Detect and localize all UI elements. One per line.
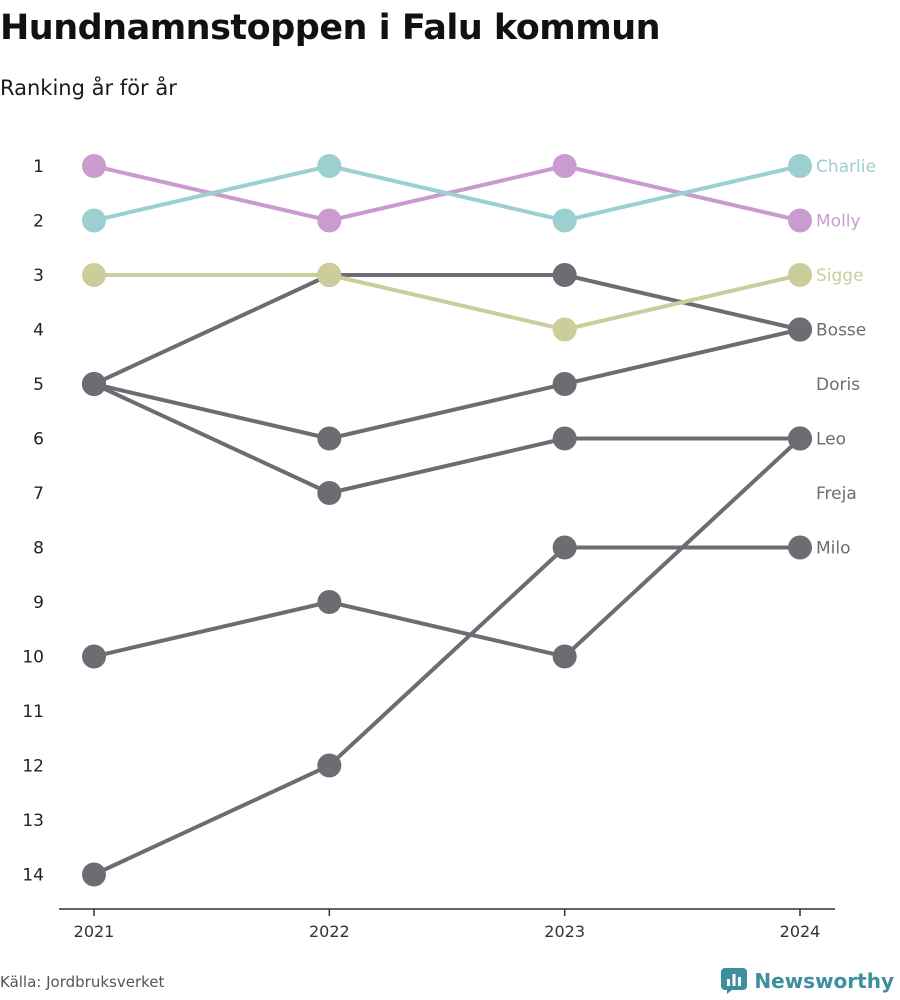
point-sigge-2023 — [552, 317, 577, 342]
point-molly-2023 — [552, 154, 577, 178]
point-bosse-2023 — [552, 263, 577, 287]
end-label-sigge: Sigge — [816, 266, 864, 286]
end-labels: Charlie Molly Sigge Bosse Doris Leo Freja Milo — [816, 157, 876, 559]
point-charlie-2023 — [552, 208, 577, 233]
end-label-doris: Doris — [816, 375, 860, 395]
y-tick-label: 4 — [33, 321, 44, 341]
point-charlie-2021 — [82, 208, 106, 233]
y-tick-label: 3 — [33, 266, 44, 286]
newsworthy-logo-icon — [721, 968, 748, 994]
point-doris-2022 — [317, 426, 342, 451]
point-doris-2023 — [552, 372, 577, 396]
point-freja-2024 — [788, 426, 812, 451]
point-charlie-2024 — [788, 154, 812, 178]
series-line-milo — [92, 545, 802, 877]
brand-name: Newsworthy — [754, 969, 894, 993]
y-tick-label: 1 — [33, 157, 44, 177]
point-freja-2021 — [82, 372, 106, 396]
series-lines — [92, 164, 802, 877]
point-leo-2022 — [317, 590, 342, 614]
y-tick-label: 6 — [33, 430, 44, 450]
x-tick-label: 2021 — [74, 922, 115, 941]
end-label-bosse: Bosse — [816, 321, 866, 341]
point-milo-2023 — [552, 535, 577, 560]
x-tick-label: 2022 — [309, 922, 350, 941]
y-tick-label: 5 — [33, 375, 44, 395]
point-freja-2022 — [317, 481, 342, 505]
point-sigge-2024 — [788, 263, 812, 287]
y-tick-label: 14 — [22, 866, 44, 886]
y-tick-label: 13 — [22, 811, 44, 831]
series-line-bosse — [92, 273, 802, 386]
series-line-freja — [92, 382, 802, 495]
series-line-doris — [92, 327, 802, 441]
y-tick-label: 7 — [33, 484, 44, 504]
series-line-charlie — [92, 164, 802, 223]
x-tick-label: 2024 — [780, 922, 821, 941]
end-label-freja: Freja — [816, 484, 857, 504]
point-milo-2021 — [82, 862, 106, 887]
brand-logo[interactable]: Newsworthy — [721, 968, 894, 994]
point-sigge-2022 — [317, 263, 342, 287]
point-sigge-2021 — [82, 263, 106, 287]
point-milo-2024 — [788, 535, 812, 560]
point-doris-2024 — [788, 317, 812, 342]
y-tick-label: 9 — [33, 593, 44, 613]
end-label-charlie: Charlie — [816, 157, 876, 177]
series-points — [82, 154, 812, 887]
point-leo-2021 — [82, 644, 106, 669]
y-tick-label: 12 — [22, 757, 44, 777]
end-label-leo: Leo — [816, 430, 846, 450]
y-tick-label: 8 — [33, 539, 44, 559]
series-line-sigge — [92, 273, 802, 332]
y-tick-label: 2 — [33, 212, 44, 232]
y-tick-label: 11 — [22, 702, 44, 722]
point-milo-2022 — [317, 753, 342, 778]
point-molly-2022 — [317, 208, 342, 233]
point-molly-2024 — [788, 208, 812, 233]
point-freja-2023 — [552, 426, 577, 451]
chart-title: Hundnamnstoppen i Falu kommun — [0, 8, 661, 48]
point-charlie-2022 — [317, 154, 342, 178]
y-tick-label: 10 — [22, 648, 44, 668]
point-leo-2023 — [552, 644, 577, 669]
end-label-milo: Milo — [816, 539, 851, 559]
point-molly-2021 — [82, 154, 106, 178]
source-note: Källa: Jordbruksverket — [0, 973, 165, 991]
x-tick-label: 2023 — [544, 922, 585, 941]
chart-subtitle: Ranking år för år — [0, 76, 177, 100]
end-label-molly: Molly — [816, 212, 861, 232]
